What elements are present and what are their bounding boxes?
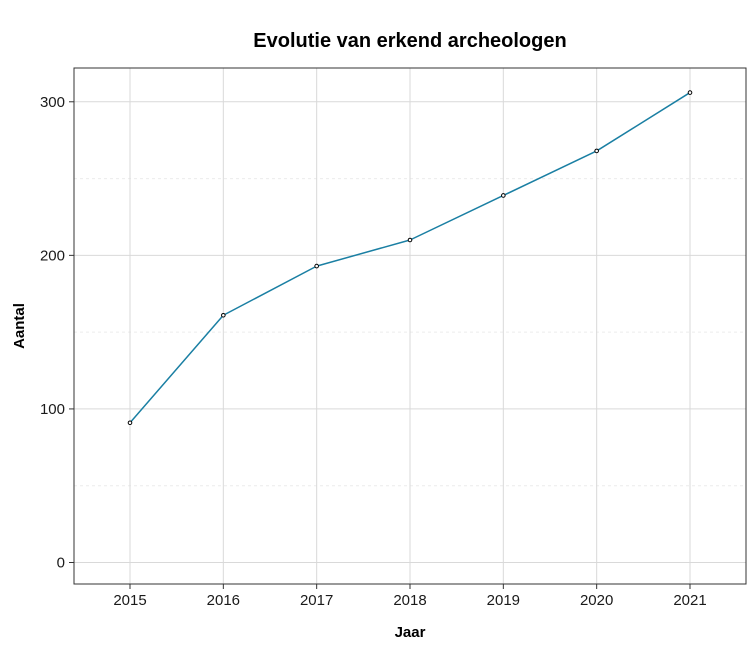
data-point xyxy=(687,90,693,95)
x-tick-label: 2015 xyxy=(113,592,146,609)
series-layer xyxy=(127,90,693,426)
data-point xyxy=(407,237,413,243)
y-tick-label: 0 xyxy=(57,555,65,572)
y-axis-title: Aantal xyxy=(11,303,28,349)
data-point xyxy=(127,420,133,426)
data-point xyxy=(221,312,226,318)
x-tick-label: 2016 xyxy=(207,592,240,609)
grid xyxy=(74,68,746,584)
y-tick-label: 300 xyxy=(40,94,65,111)
chart-title: Evolutie van erkend archeologen xyxy=(253,30,566,52)
tick-layer: 0 100 200 300 2015 2016 2017 2018 2019 2020 2021 xyxy=(40,94,707,609)
data-point xyxy=(594,148,599,154)
x-axis-title: Jaar xyxy=(395,624,426,641)
data-point xyxy=(501,193,506,198)
x-tick-label: 2020 xyxy=(580,592,613,609)
data-point xyxy=(314,263,319,269)
y-tick-label: 100 xyxy=(40,401,65,418)
x-tick-label: 2018 xyxy=(393,592,426,609)
x-tick-label: 2019 xyxy=(487,592,520,609)
x-tick-label: 2021 xyxy=(673,592,706,609)
y-tick-label: 200 xyxy=(40,247,65,264)
x-tick-label: 2017 xyxy=(300,592,333,609)
